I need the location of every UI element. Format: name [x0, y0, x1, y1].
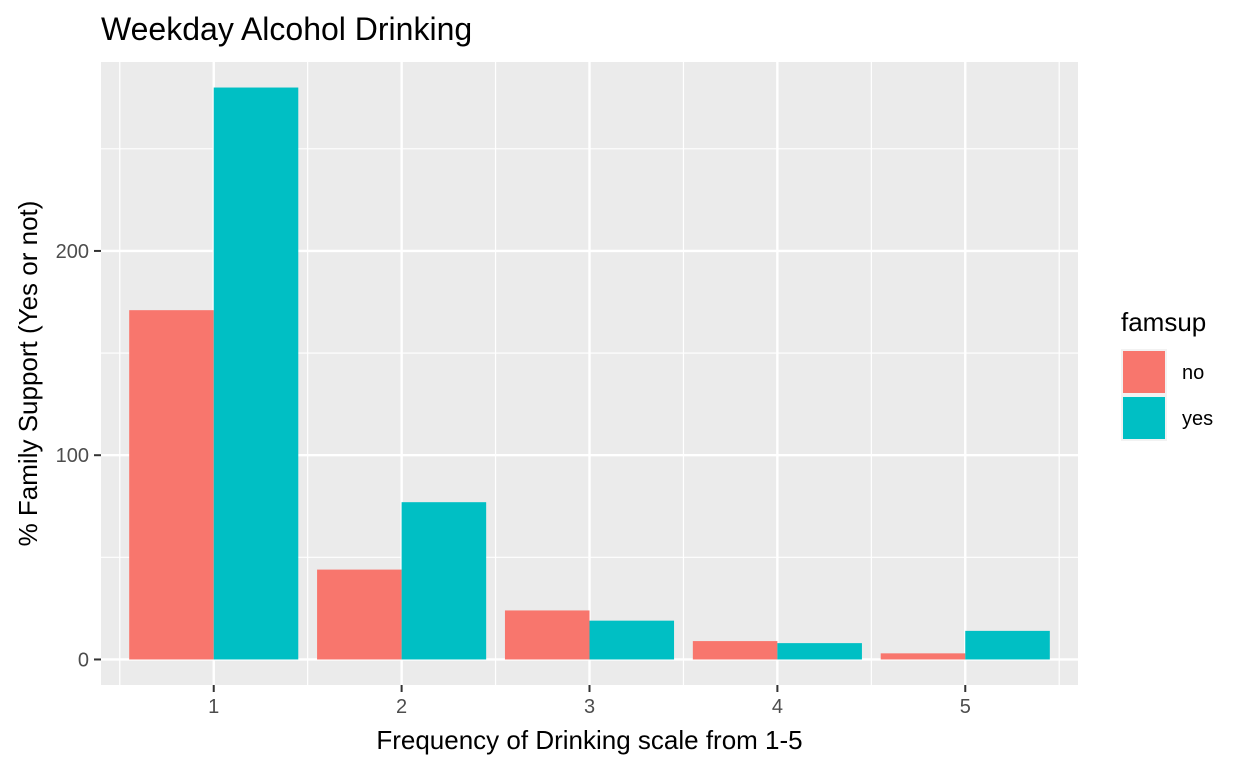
x-axis-ticks: 1 2 3 4 5	[208, 685, 971, 718]
y-axis-ticks: 0 100 200	[56, 241, 101, 671]
bar-yes-4	[777, 643, 862, 660]
y-tick-label: 0	[78, 649, 89, 671]
legend-label-no: no	[1182, 362, 1204, 384]
x-tick-label: 3	[584, 696, 595, 718]
bar-yes-5	[965, 630, 1050, 660]
bar-yes-3	[589, 620, 675, 660]
bar-no-4	[692, 641, 778, 660]
chart-title: Weekday Alcohol Drinking	[101, 11, 472, 47]
legend-swatch-no	[1123, 351, 1165, 393]
legend-title: famsup	[1121, 307, 1206, 337]
bar-yes-1	[213, 87, 299, 660]
bar-no-5	[880, 653, 966, 660]
x-tick-label: 2	[396, 696, 407, 718]
bar-no-3	[504, 610, 590, 660]
legend: famsup no yes	[1121, 307, 1213, 441]
x-axis-label: Frequency of Drinking scale from 1-5	[376, 725, 802, 755]
x-tick-label: 5	[960, 696, 971, 718]
y-axis-label: % Family Support (Yes or not)	[13, 201, 43, 547]
x-tick-label: 4	[772, 696, 783, 718]
minor-gridlines-x	[119, 62, 1060, 685]
y-tick-label: 100	[56, 445, 89, 467]
bar-yes-2	[401, 502, 487, 660]
y-tick-label: 200	[56, 241, 89, 263]
bar-no-1	[129, 310, 214, 660]
x-tick-label: 1	[208, 696, 219, 718]
legend-swatch-yes	[1123, 397, 1165, 439]
legend-label-yes: yes	[1182, 408, 1213, 430]
bars-group	[129, 87, 1050, 660]
bar-no-2	[317, 569, 402, 660]
